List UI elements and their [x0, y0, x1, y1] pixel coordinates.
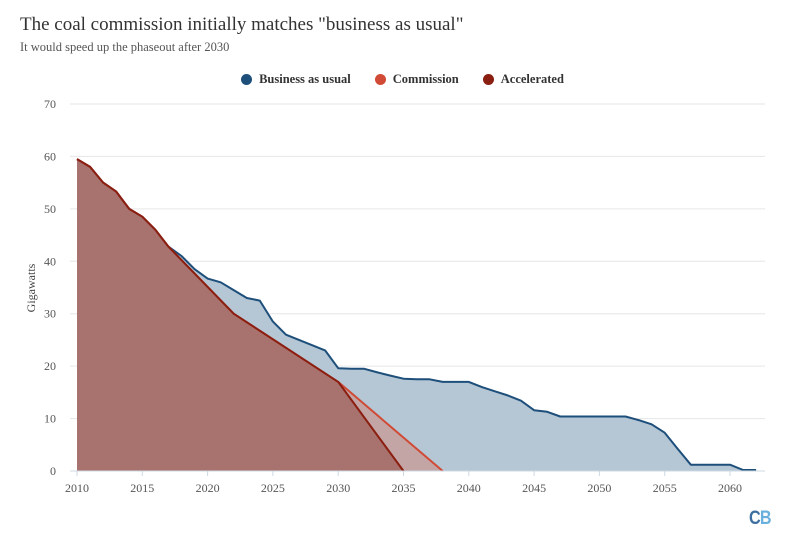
- series-lines: [76, 158, 757, 472]
- y-tick-label: 0: [50, 464, 56, 478]
- line-business-as-usual[interactable]: [76, 158, 757, 471]
- x-tick-label: 2020: [196, 481, 220, 495]
- legend-label: Business as usual: [259, 72, 351, 86]
- chart-subtitle: It would speed up the phaseout after 203…: [20, 40, 230, 54]
- area-accelerated: [77, 159, 404, 471]
- y-tick-label: 30: [44, 307, 56, 321]
- x-tick-label: 2045: [522, 481, 546, 495]
- x-tick-label: 2050: [587, 481, 611, 495]
- y-tick-label: 40: [44, 254, 56, 268]
- x-tick-label: 2025: [261, 481, 285, 495]
- y-tick-label: 60: [44, 149, 56, 163]
- carbonbrief-logo: CB: [749, 508, 771, 530]
- x-tick-label: 2035: [392, 481, 416, 495]
- x-tick-label: 2055: [653, 481, 677, 495]
- y-tick-label: 50: [44, 202, 56, 216]
- x-tick-label: 2015: [130, 481, 154, 495]
- chart-title: The coal commission initially matches "b…: [20, 14, 464, 35]
- y-tick-label: 20: [44, 359, 56, 373]
- x-tick-label: 2010: [65, 481, 89, 495]
- legend-marker-icon: [482, 74, 494, 85]
- y-axis: 0 10 20 30 40 50 60 70: [44, 97, 56, 478]
- x-axis: 2010 2015 2020 2025 2030 2035 2040 2045 2050 2055…: [65, 470, 765, 495]
- logo-c: C: [749, 508, 761, 529]
- series-areas: [77, 159, 757, 471]
- legend-label: Commission: [392, 72, 459, 86]
- x-tick-label: 2060: [718, 481, 742, 495]
- legend-marker-icon: [374, 74, 386, 85]
- legend-item-accelerated[interactable]: Accelerated: [482, 72, 564, 87]
- legend-item-commission[interactable]: Commission: [374, 72, 459, 87]
- x-tick-label: 2030: [326, 481, 350, 495]
- line-accelerated[interactable]: [76, 158, 405, 472]
- y-tick-label: 70: [44, 97, 56, 111]
- legend-label: Accelerated: [500, 72, 564, 86]
- legend-item-business-as-usual[interactable]: Business as usual: [241, 72, 351, 87]
- y-axis-title: Gigawatts: [24, 263, 38, 312]
- x-tick-label: 2040: [457, 481, 481, 495]
- legend: Business as usual Commission Accelerated: [0, 72, 795, 87]
- logo-b: B: [759, 508, 772, 529]
- legend-marker-icon: [241, 74, 253, 85]
- y-tick-label: 10: [44, 412, 56, 426]
